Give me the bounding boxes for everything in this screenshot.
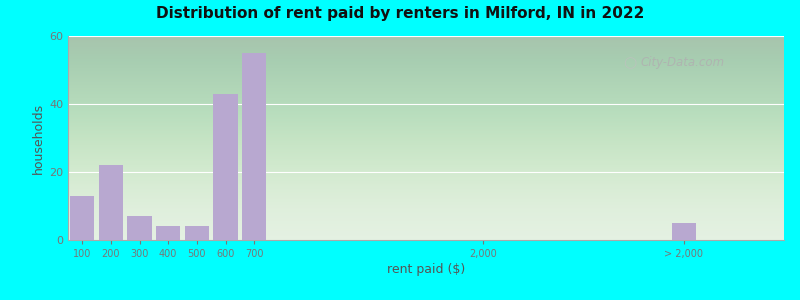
Text: City-Data.com: City-Data.com xyxy=(641,56,725,69)
Text: Distribution of rent paid by renters in Milford, IN in 2022: Distribution of rent paid by renters in … xyxy=(156,6,644,21)
Bar xyxy=(214,94,238,240)
Bar xyxy=(671,223,696,240)
Bar xyxy=(185,226,209,240)
Bar xyxy=(127,216,152,240)
Y-axis label: households: households xyxy=(32,102,45,174)
Text: ○: ○ xyxy=(624,56,637,70)
Bar xyxy=(98,165,123,240)
Bar xyxy=(156,226,181,240)
X-axis label: rent paid ($): rent paid ($) xyxy=(387,263,465,276)
Bar xyxy=(242,53,266,240)
Bar xyxy=(70,196,94,240)
